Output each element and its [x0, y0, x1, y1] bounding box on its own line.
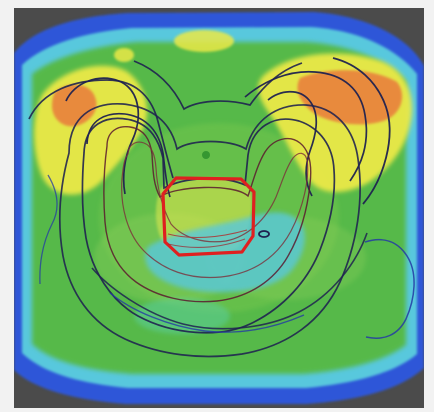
dose-map-svg	[14, 8, 424, 408]
dose-map-image	[14, 8, 424, 408]
top-yellow-patch	[174, 30, 234, 52]
left-middle-contour-line	[86, 112, 171, 198]
left-inner-contour-line	[65, 77, 140, 195]
right-outer-contour-line	[332, 57, 391, 205]
small-dark-green-dot	[202, 151, 210, 159]
red-inner-contour-line	[167, 229, 248, 238]
left-side-blue-contour-line	[39, 174, 58, 285]
left-dark-contour-line	[28, 79, 174, 179]
lower-blue-contour-line	[109, 292, 305, 333]
small-dark-oval-marker	[258, 230, 270, 238]
right-orange-hotspot	[297, 70, 403, 125]
right-inner-contour-line	[267, 90, 318, 197]
outer-middle-contour-loop	[59, 103, 361, 358]
lower-dark-contour-line	[91, 232, 368, 330]
left-orange-hotspot	[52, 84, 97, 127]
small-left-yellow-patch	[114, 48, 134, 62]
right-upper-contour-line	[244, 70, 368, 182]
red-lower-contour-line	[167, 238, 246, 248]
red-target-contour	[161, 176, 256, 257]
right-lower-blue-contour-line	[364, 238, 415, 339]
inner-contour-loop	[103, 125, 312, 303]
innermost-contour-loop	[121, 141, 309, 279]
